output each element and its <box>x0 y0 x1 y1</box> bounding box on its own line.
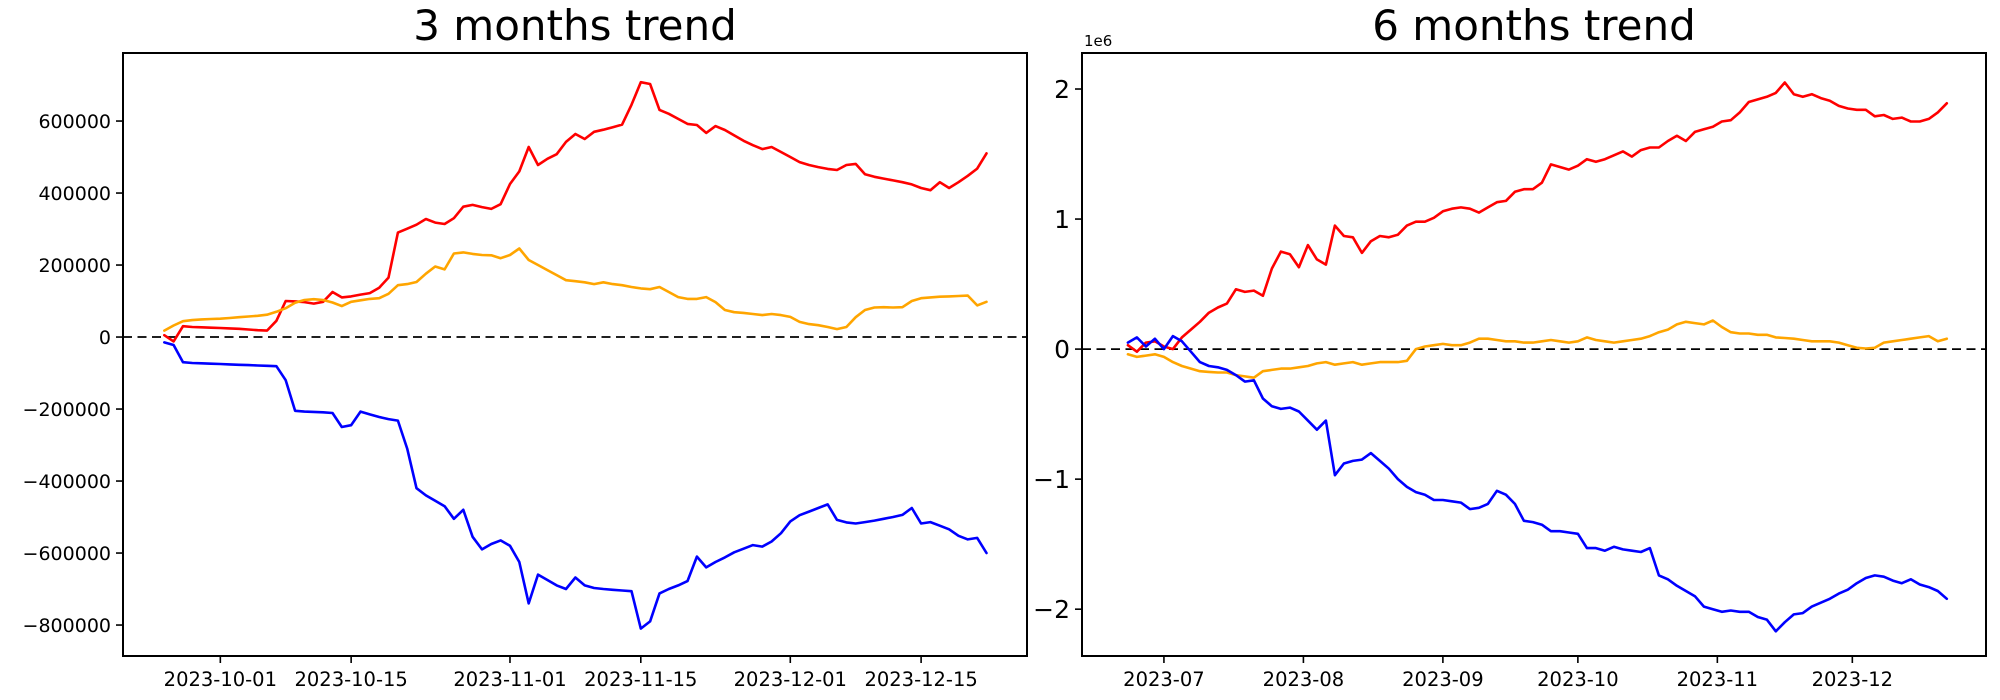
y-tick-label: 2 <box>1054 75 1070 104</box>
y-tick-label: 0 <box>1054 335 1070 364</box>
y-tick-label: 600000 <box>38 111 111 133</box>
chart-title-6-months: 6 months trend <box>1372 1 1696 50</box>
y-tick-label: 1 <box>1054 205 1070 234</box>
x-tick-label: 2023-08 <box>1263 668 1344 691</box>
y-tick-label: −1 <box>1033 465 1070 494</box>
chart-title-3-months: 3 months trend <box>413 1 737 50</box>
x-tick-label: 2023-11-15 <box>584 668 697 691</box>
plot-border <box>1081 52 1987 657</box>
y-tick-label: −800000 <box>23 615 111 637</box>
y-tick-label: 400000 <box>38 183 111 205</box>
line-red <box>1126 81 1949 354</box>
x-tick-label: 2023-07 <box>1123 668 1204 691</box>
y-tick-label: 200000 <box>38 255 111 277</box>
y-tick-label: −400000 <box>23 471 111 493</box>
line-red <box>163 80 988 343</box>
line-orange <box>163 247 988 332</box>
line-blue <box>1126 334 1949 633</box>
line-blue <box>163 341 988 630</box>
x-tick-label: 2023-11 <box>1677 668 1758 691</box>
y-tick-label: −2 <box>1033 595 1070 624</box>
chart-1: 2 1 0 −1 −2 2023-07 2023-08 2023-09 2023-10 2023-… <box>1033 32 1987 691</box>
plot-border <box>122 52 1028 657</box>
x-tick-label: 2023-12-15 <box>864 668 977 691</box>
y-axis-offset-label: 1e6 <box>1084 32 1112 50</box>
x-tick-label: 2023-10-15 <box>294 668 407 691</box>
y-tick-label: −600000 <box>23 543 111 565</box>
x-tick-label: 2023-12 <box>1812 668 1893 691</box>
chart-0: 600000 400000 200000 0 −200000 −400000 −600000… <box>23 52 1028 691</box>
x-tick-label: 2023-10 <box>1537 668 1618 691</box>
x-tick-label: 2023-09 <box>1402 668 1483 691</box>
x-tick-label: 2023-11-01 <box>453 668 566 691</box>
x-tick-label: 2023-10-01 <box>164 668 277 691</box>
x-tick-label: 2023-12-01 <box>734 668 847 691</box>
y-tick-label: −200000 <box>23 399 111 421</box>
y-tick-label: 0 <box>99 327 111 349</box>
line-orange <box>1126 319 1949 380</box>
